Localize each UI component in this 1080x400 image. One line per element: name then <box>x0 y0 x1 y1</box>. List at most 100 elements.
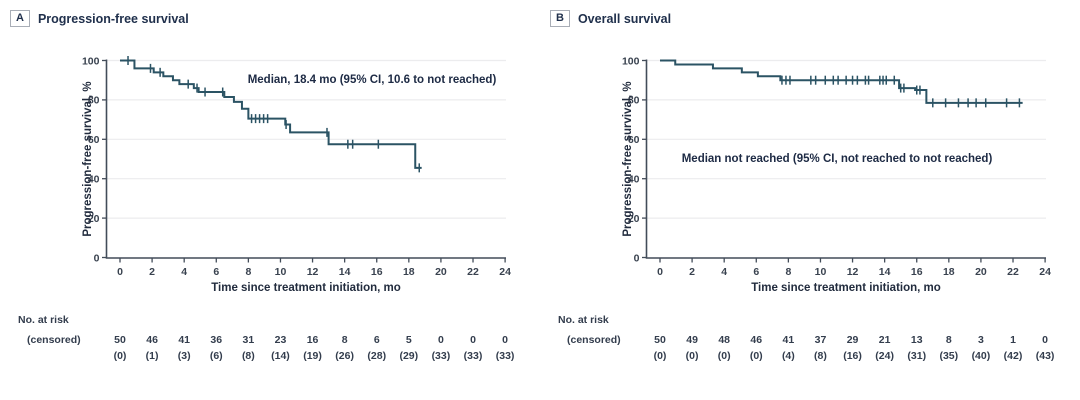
at-risk-count: 1 <box>1010 334 1016 346</box>
censor-marks <box>127 56 421 173</box>
svg-text:0: 0 <box>634 252 640 264</box>
gridlines <box>106 59 506 219</box>
at-risk-count: 41 <box>178 334 190 346</box>
svg-text:0: 0 <box>94 252 100 264</box>
censored-count: (16) <box>843 350 862 362</box>
censored-count: (3) <box>178 350 191 362</box>
x-axis-title: Time since treatment initiation, mo <box>211 282 401 294</box>
svg-text:60: 60 <box>88 134 100 146</box>
svg-text:24: 24 <box>499 266 511 278</box>
svg-text:16: 16 <box>371 266 383 278</box>
at-risk-count: 36 <box>210 334 222 346</box>
svg-text:60: 60 <box>628 134 640 146</box>
svg-text:24: 24 <box>1039 266 1051 278</box>
svg-text:80: 80 <box>88 95 100 107</box>
svg-text:100: 100 <box>622 55 640 67</box>
svg-text:20: 20 <box>88 213 100 225</box>
at-risk-count: 6 <box>374 334 380 346</box>
at-risk-count: 37 <box>815 334 827 346</box>
at-risk-count: 48 <box>718 334 730 346</box>
svg-text:20: 20 <box>628 213 640 225</box>
svg-text:40: 40 <box>628 174 640 186</box>
gridlines <box>646 59 1046 219</box>
panel-a-title: Progression-free survival <box>37 11 189 26</box>
panel-a-letter-badge: A <box>10 10 30 27</box>
median-annotation: Median, 18.4 mo (95% CI, 10.6 to not rea… <box>248 74 497 86</box>
at-risk-label: No. at risk <box>558 314 609 326</box>
censored-count: (0) <box>686 350 699 362</box>
at-risk-count: 50 <box>114 334 126 346</box>
y-axis-title: Progression-free survival, % <box>622 81 634 236</box>
svg-text:18: 18 <box>403 266 415 278</box>
x-axis-title: Time since treatment initiation, mo <box>751 282 941 294</box>
censored-count: (24) <box>875 350 894 362</box>
censored-count: (33) <box>496 350 515 362</box>
y-axis-ticks: 0 20 40 60 80 100 <box>82 55 107 264</box>
svg-text:2: 2 <box>689 266 695 278</box>
at-risk-count: 21 <box>879 334 891 346</box>
svg-text:8: 8 <box>785 266 791 278</box>
censored-count: (1) <box>146 350 159 362</box>
svg-text:100: 100 <box>82 55 100 67</box>
censored-count: (0) <box>718 350 731 362</box>
panel-b-header: B Overall survival <box>550 10 671 27</box>
at-risk-count: 29 <box>847 334 859 346</box>
svg-text:22: 22 <box>1007 266 1019 278</box>
svg-text:4: 4 <box>181 266 187 278</box>
svg-text:14: 14 <box>879 266 891 278</box>
censored-count: (14) <box>271 350 290 362</box>
at-risk-count: 31 <box>243 334 255 346</box>
censor-marks <box>781 75 1021 108</box>
censored-count: (31) <box>907 350 926 362</box>
at-risk-count: 41 <box>783 334 795 346</box>
svg-text:4: 4 <box>721 266 727 278</box>
at-risk-count: 49 <box>686 334 698 346</box>
at-risk-count: 0 <box>1042 334 1048 346</box>
at-risk-label: No. at risk <box>18 314 69 326</box>
svg-text:80: 80 <box>628 95 640 107</box>
censored-count: (28) <box>367 350 386 362</box>
svg-text:10: 10 <box>815 266 827 278</box>
x-axis-ticks: 0 2 4 6 8 10 12 14 16 18 20 22 24 <box>657 258 1051 278</box>
svg-text:12: 12 <box>307 266 319 278</box>
svg-text:20: 20 <box>975 266 987 278</box>
censored-count: (33) <box>432 350 451 362</box>
at-risk-table: No. at risk (censored) 50 (0) 49 (0) 48 (0) 46 (0… <box>558 314 1054 362</box>
at-risk-count: 8 <box>342 334 348 346</box>
censored-count: (33) <box>464 350 483 362</box>
x-axis-ticks: 0 2 4 6 8 10 12 14 16 18 20 22 24 <box>117 258 511 278</box>
km-curve <box>660 59 1023 104</box>
at-risk-count: 5 <box>406 334 412 346</box>
censored-count: (8) <box>814 350 827 362</box>
censored-label: (censored) <box>567 334 621 346</box>
censored-count: (26) <box>335 350 354 362</box>
censored-count: (0) <box>750 350 763 362</box>
svg-text:10: 10 <box>275 266 287 278</box>
svg-text:6: 6 <box>213 266 219 278</box>
censored-count: (19) <box>303 350 322 362</box>
y-axis-title: Progression-free survival, % <box>82 81 94 236</box>
censored-label: (censored) <box>27 334 81 346</box>
km-curve <box>120 59 422 169</box>
censored-count: (8) <box>242 350 255 362</box>
censored-count: (0) <box>654 350 667 362</box>
at-risk-count: 3 <box>978 334 984 346</box>
svg-text:16: 16 <box>911 266 923 278</box>
svg-text:12: 12 <box>847 266 859 278</box>
at-risk-count: 0 <box>502 334 508 346</box>
svg-text:14: 14 <box>339 266 351 278</box>
censored-count: (35) <box>939 350 958 362</box>
panel-a: A Progression-free survival 0 20 40 60 80 100… <box>10 10 514 362</box>
censored-count: (4) <box>782 350 795 362</box>
axes <box>105 59 506 259</box>
svg-text:0: 0 <box>117 266 123 278</box>
at-risk-count: 13 <box>911 334 923 346</box>
at-risk-count: 0 <box>470 334 476 346</box>
panel-a-header: A Progression-free survival <box>10 10 189 27</box>
at-risk-table: No. at risk(censored) 50(0)46(1)41(3)36(6… <box>18 314 514 362</box>
at-risk-count: 46 <box>750 334 762 346</box>
censored-count: (40) <box>972 350 991 362</box>
censored-count: (43) <box>1036 350 1055 362</box>
